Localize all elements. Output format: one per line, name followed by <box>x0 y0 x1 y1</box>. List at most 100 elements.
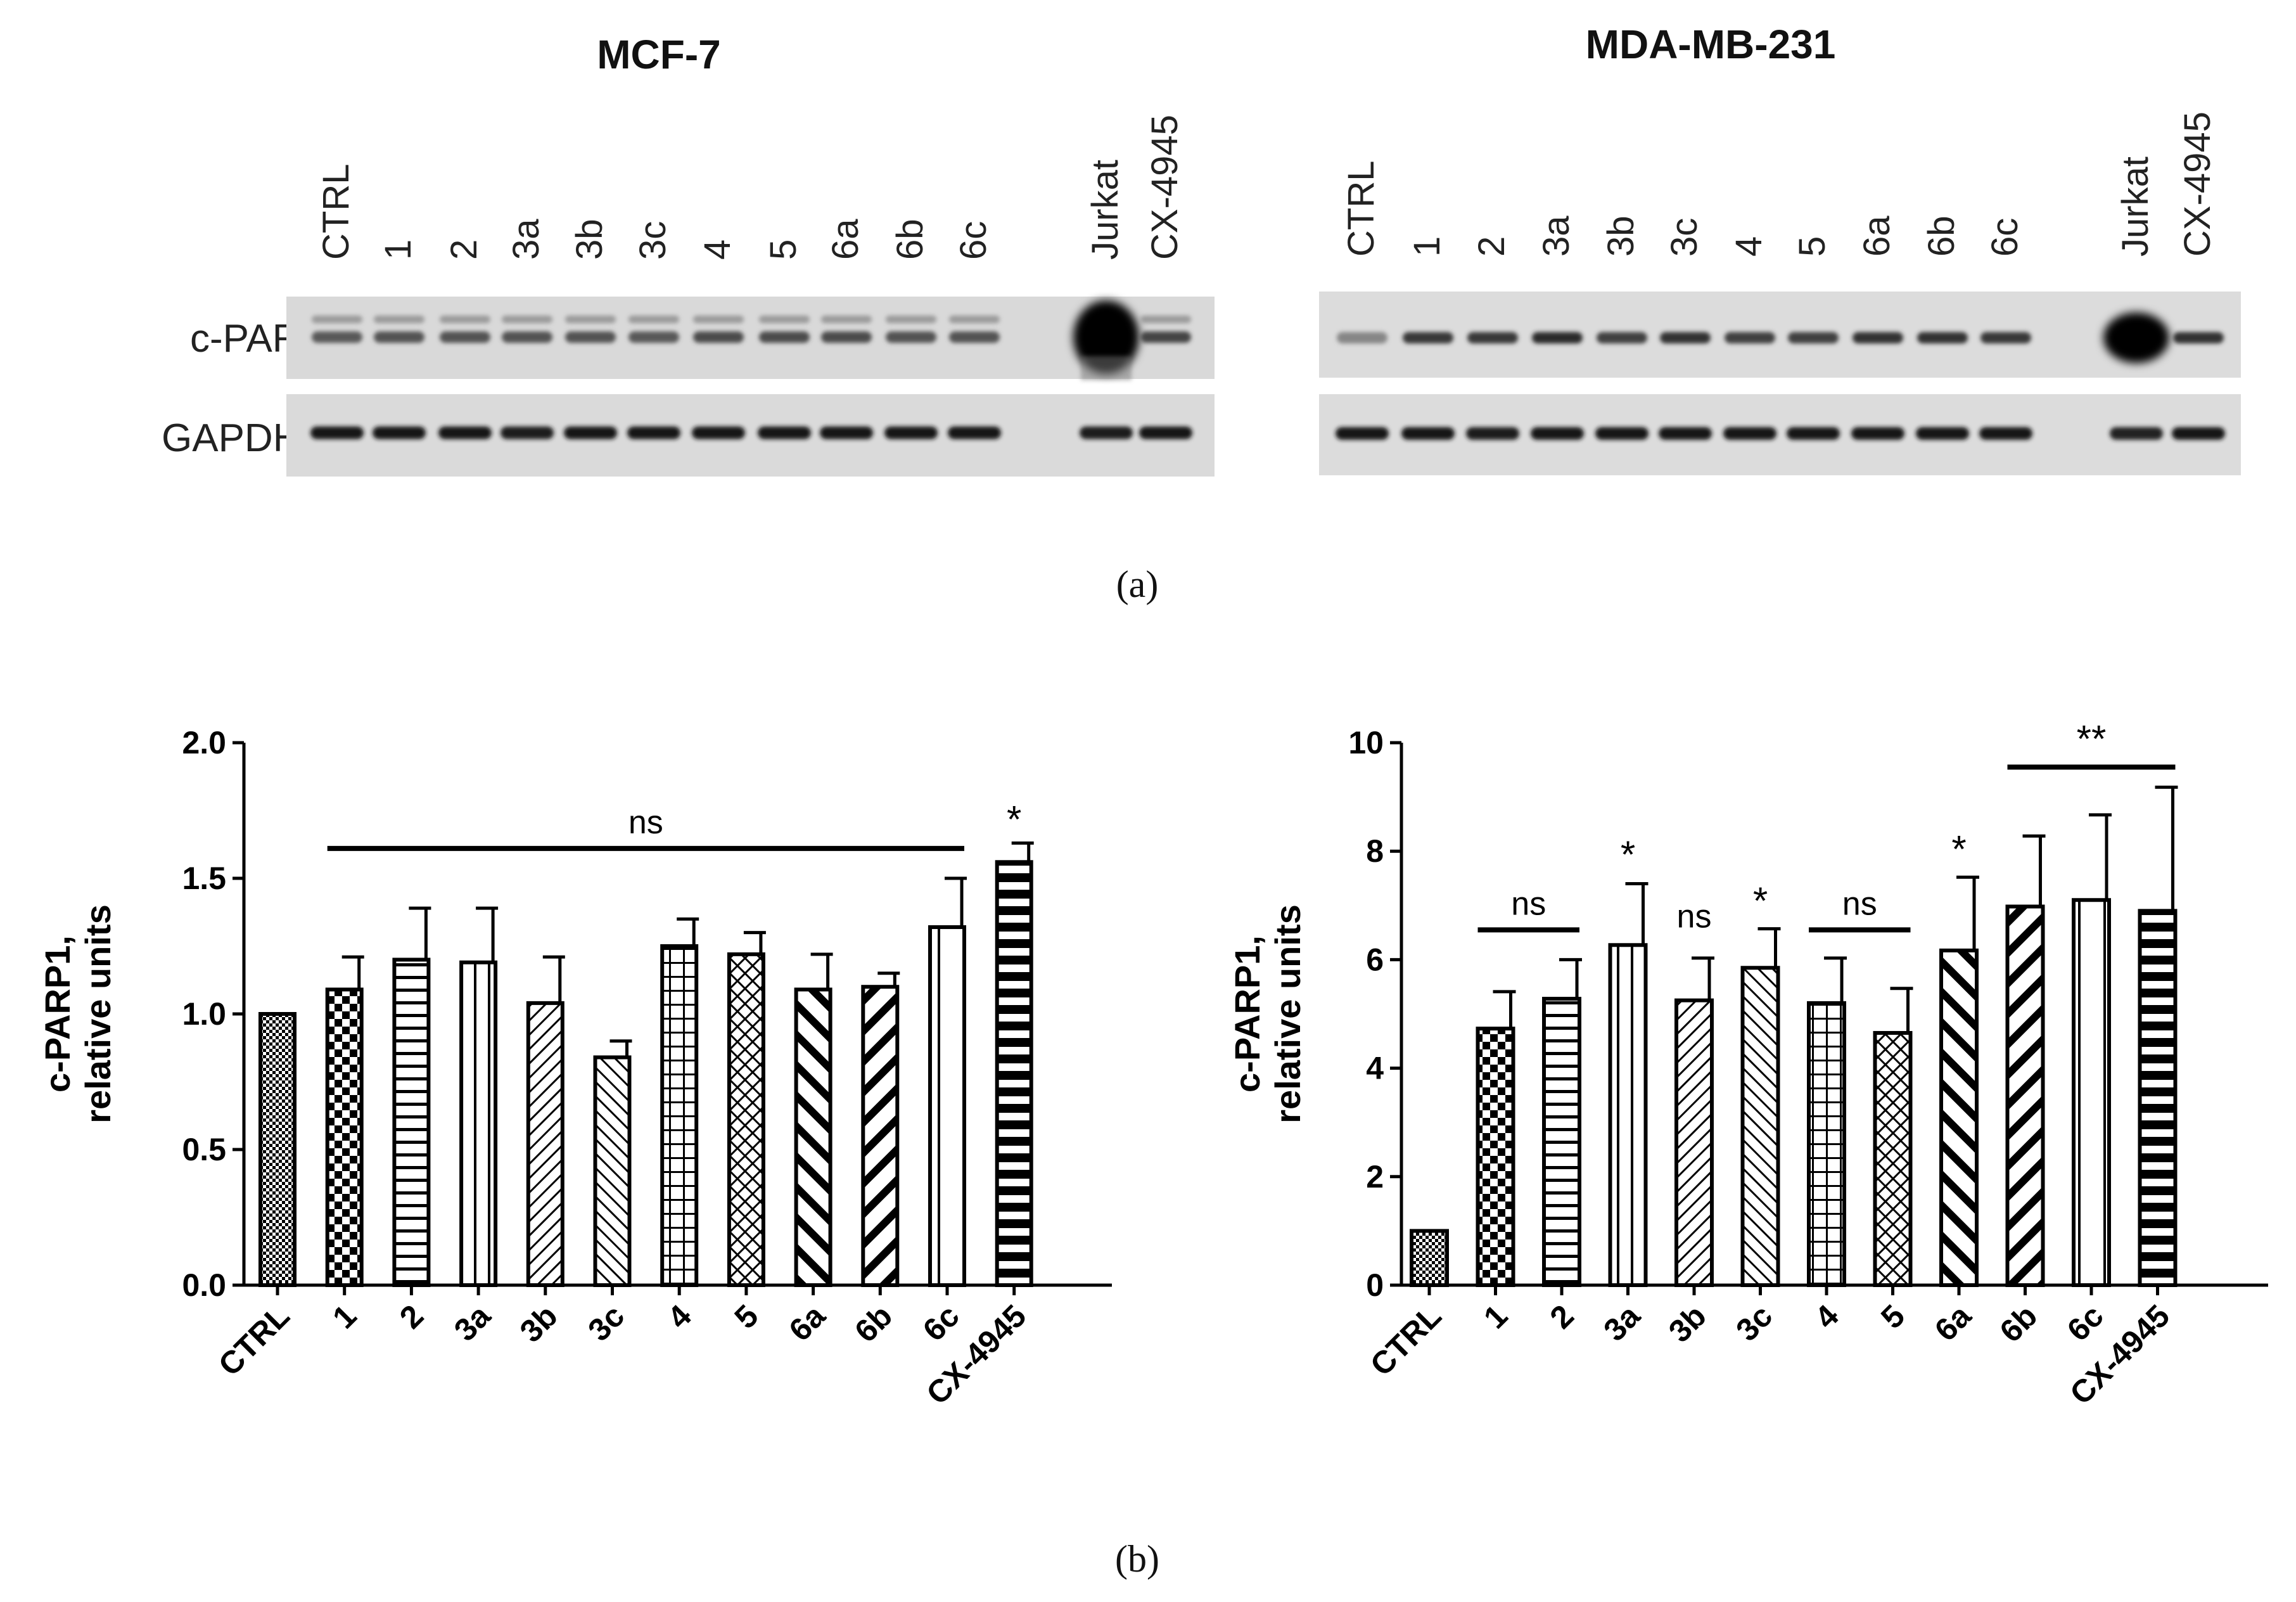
y-tick-label: 6 <box>1366 942 1384 977</box>
band-gapdh <box>948 426 1001 439</box>
band-upper <box>440 316 490 323</box>
band-gapdh <box>2110 427 2163 440</box>
lane-label: 4 <box>697 240 738 260</box>
band-c-parp1 <box>2103 312 2169 363</box>
bar <box>2138 909 2178 1287</box>
band-upper <box>312 316 362 323</box>
band-c-parp1 <box>886 331 936 343</box>
x-tick-label: 3a <box>447 1297 498 1348</box>
lane-label: CX-4945 <box>1144 115 1185 260</box>
bar <box>2005 904 2045 1287</box>
x-tick-label: 6b <box>1993 1298 2044 1349</box>
x-tick-label: CTRL <box>1363 1298 1448 1383</box>
y-tick-label: 8 <box>1366 833 1384 869</box>
y-tick-label: 0.5 <box>182 1132 226 1167</box>
x-tick-label: 3b <box>1662 1298 1713 1349</box>
x-tick-label: 2 <box>1543 1298 1581 1335</box>
lane-label: 6c <box>953 221 994 260</box>
bar <box>2072 898 2111 1287</box>
band-c-parp1 <box>1532 332 1583 343</box>
x-tick-label: 4 <box>661 1298 698 1335</box>
x-tick-label: 3a <box>1597 1297 1647 1348</box>
band-gapdh <box>1851 427 1904 440</box>
bar <box>1674 998 1714 1287</box>
significance-label: ns <box>1677 899 1712 935</box>
band-gapdh <box>1401 427 1455 440</box>
x-tick-label: CTRL <box>212 1298 297 1383</box>
band-c-parp1 <box>1073 300 1139 374</box>
x-tick-label: 6a <box>782 1297 832 1348</box>
band-gapdh <box>1080 426 1133 439</box>
significance-label: ns <box>628 804 663 841</box>
band-upper <box>886 316 936 323</box>
band-c-parp1 <box>440 331 490 343</box>
lane-label: 3b <box>569 219 610 260</box>
y-tick-label: 1.0 <box>182 996 226 1032</box>
lane-label: 6a <box>1856 215 1897 257</box>
bands <box>310 300 1192 439</box>
blot-title: MDA-MB-231 <box>1586 22 1836 67</box>
bar <box>459 960 498 1288</box>
band-upper <box>949 316 1000 323</box>
band-gapdh <box>310 426 364 439</box>
bar <box>1476 1027 1515 1288</box>
x-tick-label: 3c <box>581 1298 631 1348</box>
bar <box>995 860 1033 1287</box>
significance-label: ns <box>1842 885 1877 922</box>
bar <box>1939 948 1979 1287</box>
band-gapdh <box>373 426 426 439</box>
band-c-parp1 <box>1853 332 1903 343</box>
y-tick-label: 0.0 <box>182 1267 226 1303</box>
lane-labels: CTRL 1 2 3a 3b 3c 4 5 6a 6b 6c Jurkat CX-4945 <box>316 115 1185 260</box>
y-tick-label: 0 <box>1366 1267 1384 1303</box>
band-gapdh <box>1916 427 1969 440</box>
bar <box>794 987 832 1287</box>
bar <box>1740 966 1780 1287</box>
bar-chart-mcf7: 0.0 0.5 1.0 1.5 2.0 c-PARP1, relative units CTR… <box>37 725 1112 1411</box>
significance-label: ns <box>1511 885 1546 922</box>
bar <box>928 925 966 1288</box>
y-tick-label: 10 <box>1348 725 1384 760</box>
band-upper <box>565 316 616 323</box>
band-upper <box>502 316 552 323</box>
bar <box>660 944 699 1287</box>
x-tick-label: 6b <box>848 1298 899 1349</box>
band-c-parp1 <box>821 331 872 343</box>
y-axis-label: relative units <box>78 904 118 1123</box>
membrane-gapdh <box>286 394 1215 477</box>
band-gapdh <box>1659 427 1712 440</box>
band-c-parp1 <box>565 331 616 343</box>
bar <box>861 985 900 1287</box>
lane-label: 1 <box>1406 236 1448 257</box>
bar <box>1542 997 1581 1287</box>
band-c-parp1 <box>693 331 744 343</box>
x-tick-label: 6c <box>916 1298 966 1348</box>
band-gapdh <box>884 426 938 439</box>
lane-label: CTRL <box>1341 161 1382 257</box>
lane-label: 2 <box>443 240 485 260</box>
x-tick-label: 6c <box>2060 1298 2110 1348</box>
band-gapdh <box>1466 427 1519 440</box>
lane-label: 5 <box>763 240 804 260</box>
x-tick-label: 4 <box>1808 1298 1846 1335</box>
bar <box>1608 943 1648 1287</box>
band-c-parp1 <box>949 331 1000 343</box>
bar <box>526 1001 564 1287</box>
lane-label: 3c <box>1664 218 1705 257</box>
band-c-parp1 <box>628 331 679 343</box>
bar <box>1873 1030 1913 1287</box>
y-axis-label: c-PARP1, <box>37 935 77 1093</box>
lane-label: CTRL <box>316 164 357 260</box>
band-gapdh <box>820 426 873 439</box>
band-upper <box>759 316 810 323</box>
band-c-parp1 <box>1467 332 1518 343</box>
blot-title: MCF-7 <box>597 32 721 77</box>
membrane-gapdh <box>1319 394 2241 475</box>
band-gapdh <box>564 426 617 439</box>
band-smear <box>1081 356 1132 380</box>
band-gapdh <box>627 426 680 439</box>
y-axis-label: c-PARP1, <box>1227 935 1267 1093</box>
blot-mcf7: MCF-7 CTRL 1 2 3a 3b 3c 4 5 6a 6b 6c Jurkat CX-4945 … <box>162 32 1215 477</box>
x-tick-label: 5 <box>1874 1298 1911 1335</box>
